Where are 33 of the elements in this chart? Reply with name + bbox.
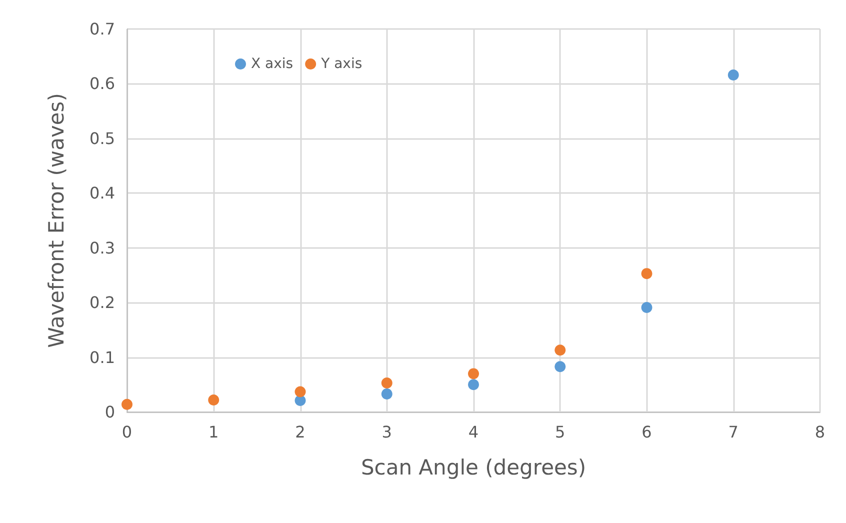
x-tick-label: 4 [468,422,479,442]
y-tick-label: 0.7 [90,20,115,38]
point [554,344,566,356]
x-axis-title: Scan Angle (degrees) [360,456,586,480]
y-tick-label: 0 [104,402,115,422]
point [728,69,739,80]
point [641,302,652,313]
legend-label: Y axis [320,56,362,72]
x-tick-label: 5 [555,422,566,442]
y-tick-label: 0.5 [90,128,115,148]
point [468,379,479,390]
point [208,394,220,406]
point [468,368,479,380]
y-axis-title: Wavefront Error (waves) [44,93,68,348]
point [294,386,306,398]
x-tick-label: 2 [295,422,306,442]
y-tick-label: 0.1 [90,348,115,367]
x-tick-label: 6 [642,422,652,442]
y-tick-label: 0.3 [90,238,115,258]
point [122,398,132,410]
y-tick-label: 0.6 [90,74,115,94]
x-tick-label: 3 [382,422,392,442]
y-tick-label: 0.2 [90,293,115,312]
point [381,378,392,388]
point [641,268,652,280]
x-tick-label: 8 [814,422,826,442]
x-tick-label: 7 [728,422,738,442]
point [554,361,566,372]
x-tick-label: 0 [122,422,132,442]
legend-label: X axis [251,56,294,72]
x-tick-label: 1 [208,422,219,442]
y-tick-label: 0.4 [90,184,115,203]
point [381,388,392,400]
